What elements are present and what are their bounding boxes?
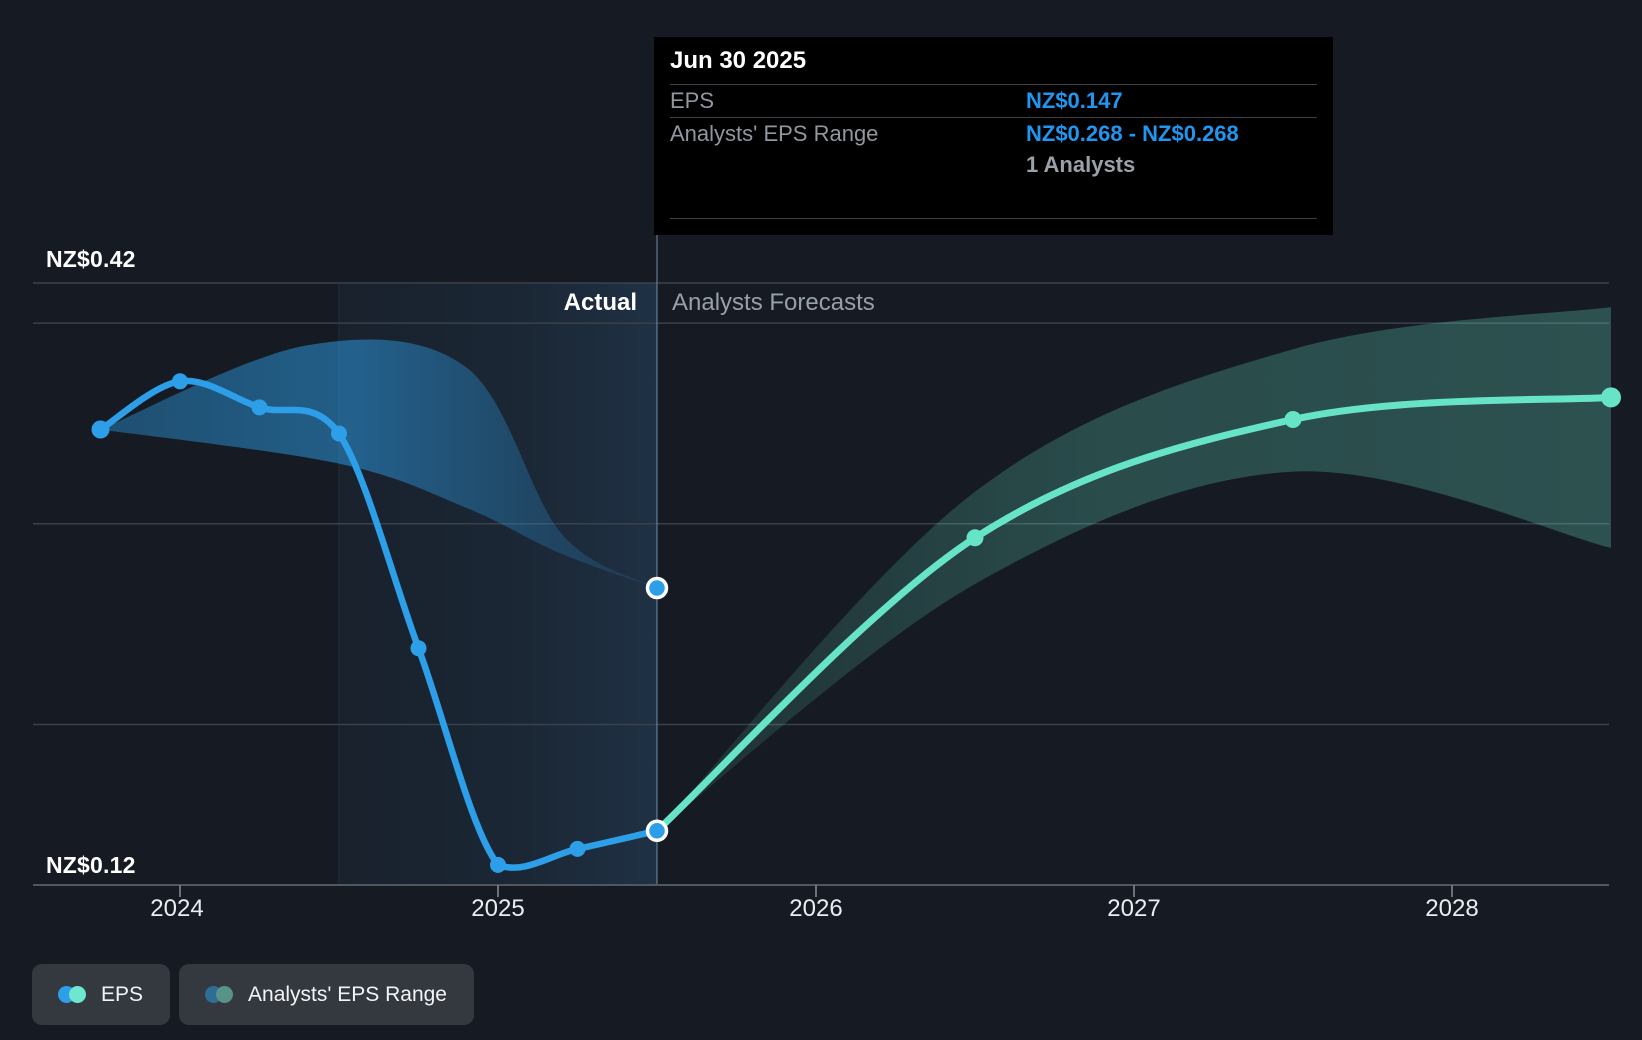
legend-item-label: EPS [101, 982, 144, 1006]
x-tick-2024: 2024 [150, 895, 204, 922]
eps-series-icon [58, 986, 86, 1003]
tooltip-eps-value: NZ$0.147 [1026, 88, 1123, 113]
legend-item-label: Analysts' EPS Range [248, 982, 447, 1006]
legend-item-analysts-eps-range[interactable]: Analysts' EPS Range [179, 964, 474, 1025]
tooltip-analyst-count: 1 Analysts [1026, 152, 1136, 177]
x-tick-2026: 2026 [789, 895, 843, 922]
chart-tooltip: Jun 30 2025 EPS NZ$0.147 Analysts' EPS R… [654, 37, 1333, 235]
tooltip-range-label: Analysts' EPS Range [670, 121, 879, 146]
tooltip-range-value: NZ$0.268 - NZ$0.268 [1026, 121, 1239, 146]
x-tick-2027: 2027 [1107, 895, 1161, 922]
actual-section-label: Actual [563, 289, 637, 316]
eps-range-series-icon [205, 986, 234, 1003]
x-tick-2028: 2028 [1425, 895, 1479, 922]
y-axis-min-label: NZ$0.12 [46, 852, 136, 878]
tooltip-date: Jun 30 2025 [670, 47, 807, 74]
tooltip-divider [670, 117, 1317, 118]
tooltip-divider [670, 218, 1317, 219]
chart-legend: EPS Analysts' EPS Range [32, 964, 474, 1025]
tooltip-eps-label: EPS [670, 88, 715, 113]
x-tick-2025: 2025 [471, 895, 525, 922]
forecast-section-label: Analysts Forecasts [672, 289, 875, 316]
y-axis-max-label: NZ$0.42 [46, 246, 136, 272]
legend-item-eps[interactable]: EPS [32, 964, 171, 1025]
tooltip-divider [670, 84, 1317, 85]
